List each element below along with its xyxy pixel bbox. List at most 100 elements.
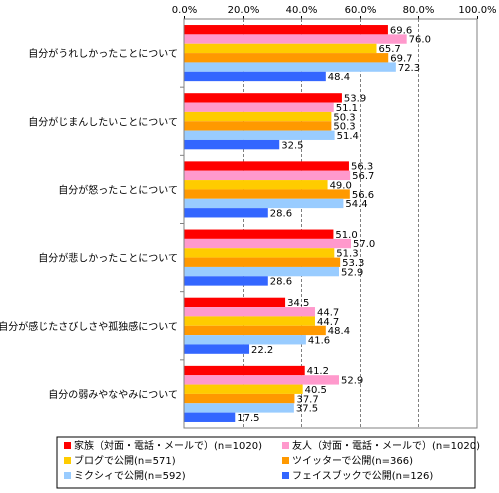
value-label: 22.2 (251, 345, 273, 356)
value-label: 32.5 (281, 140, 303, 151)
bar (184, 170, 351, 181)
value-label: 34.5 (287, 298, 309, 309)
value-label: 28.6 (270, 277, 292, 288)
axes (180, 18, 478, 429)
value-label: 44.7 (317, 317, 339, 328)
x-axis-ticks: 0.0% 20.0% 40.0% 60.0% 80.0% 100.0% (172, 5, 497, 19)
value-label: 37.7 (296, 394, 318, 405)
bar (184, 25, 388, 35)
value-label: 40.5 (305, 385, 327, 396)
category-labels: 自分がうれしかったことについて自分がじまんしたいことについて自分が怒ったことにつ… (0, 47, 178, 401)
value-label: 28.6 (270, 208, 292, 219)
bar (184, 71, 326, 82)
legend-label: 家族（対面・電話・メールで）(n=1020) (74, 439, 262, 452)
bar (184, 53, 389, 63)
legend-label: ミクシィで公開(n=592) (74, 470, 186, 482)
bar (184, 316, 315, 326)
bar (184, 393, 295, 404)
value-label: 44.7 (317, 307, 339, 318)
x-tick-label: 100.0% (458, 5, 496, 16)
value-labels: 69.676.065.769.772.348.453.951.150.350.3… (237, 25, 431, 424)
value-label: 50.3 (333, 112, 355, 123)
value-label: 17.5 (237, 413, 259, 424)
bar (184, 307, 315, 317)
x-tick-label: 20.0% (228, 5, 260, 16)
bar (184, 208, 268, 218)
value-label: 56.6 (352, 190, 374, 201)
value-label: 41.2 (307, 366, 329, 377)
legend-swatch (282, 472, 289, 479)
legend-swatch (282, 442, 289, 449)
value-label: 51.3 (336, 249, 358, 260)
legend-label: ブログで公開(n=571) (74, 454, 176, 467)
bar (184, 102, 334, 112)
category-label: 自分が感じたさびしさや孤独感について (0, 320, 178, 333)
value-label: 56.7 (352, 171, 374, 182)
category-label: 自分が悲しかったことについて (38, 252, 178, 265)
value-label: 51.0 (335, 230, 357, 241)
x-tick-label: 60.0% (345, 5, 377, 16)
category-label: 自分がうれしかったことについて (28, 47, 178, 60)
category-label: 自分が怒ったことについて (58, 183, 178, 196)
bar (184, 121, 332, 131)
legend: 家族（対面・電話・メールで）(n=1020) 友人（対面・電話・メールで）(n=1… (56, 436, 480, 489)
x-tick-label: 0.0% (172, 5, 197, 16)
value-label: 49.0 (330, 180, 352, 191)
legend-swatch (64, 442, 71, 449)
legend-label: 友人（対面・電話・メールで）(n=1020) (292, 439, 480, 452)
legend-label: ツイッターで公開(n=366) (292, 455, 413, 467)
bar (184, 111, 332, 122)
value-label: 56.3 (351, 162, 373, 173)
bar (184, 198, 344, 209)
grid-lines (243, 19, 419, 428)
bar (184, 344, 250, 354)
bar (184, 62, 396, 72)
value-label: 69.7 (390, 53, 412, 64)
value-label: 48.4 (328, 326, 350, 337)
bar (184, 335, 306, 345)
bar (184, 238, 352, 249)
value-label: 69.6 (390, 25, 412, 36)
bar (184, 93, 342, 103)
bar (184, 43, 377, 54)
bar (184, 189, 350, 199)
legend-box (56, 436, 476, 489)
value-label: 72.3 (398, 63, 420, 74)
x-tick-label: 40.0% (286, 5, 318, 16)
value-label: 48.4 (328, 72, 350, 83)
bar (184, 257, 341, 267)
value-label: 76.0 (409, 35, 431, 46)
value-label: 52.9 (341, 376, 363, 387)
bar (184, 266, 339, 277)
bar (184, 297, 286, 308)
bar (184, 325, 326, 336)
value-label: 65.7 (379, 44, 401, 55)
bar (184, 139, 280, 150)
legend-swatch (282, 457, 289, 464)
bar (184, 365, 305, 376)
legend-swatch (64, 457, 71, 464)
value-label: 53.3 (342, 258, 364, 269)
value-label: 54.4 (345, 199, 367, 210)
value-label: 53.9 (344, 94, 366, 105)
legend-label: フェイスブックで公開(n=126) (292, 469, 433, 482)
x-tick-label: 80.0% (403, 5, 435, 16)
value-label: 37.5 (296, 404, 318, 415)
bar (184, 229, 334, 239)
category-label: 自分の弱みやなやみについて (48, 388, 178, 401)
bar (184, 34, 407, 44)
category-label: 自分がじまんしたいことについて (28, 115, 178, 128)
bar (184, 403, 294, 413)
value-label: 52.9 (341, 267, 363, 278)
bar (184, 384, 303, 394)
bar (184, 161, 349, 171)
legend-swatch (64, 472, 71, 479)
bar (184, 412, 236, 422)
value-label: 57.0 (353, 239, 375, 250)
bar (184, 248, 335, 258)
bar (184, 276, 268, 286)
bar (184, 130, 335, 140)
bar (184, 375, 339, 385)
value-label: 51.1 (336, 103, 358, 114)
